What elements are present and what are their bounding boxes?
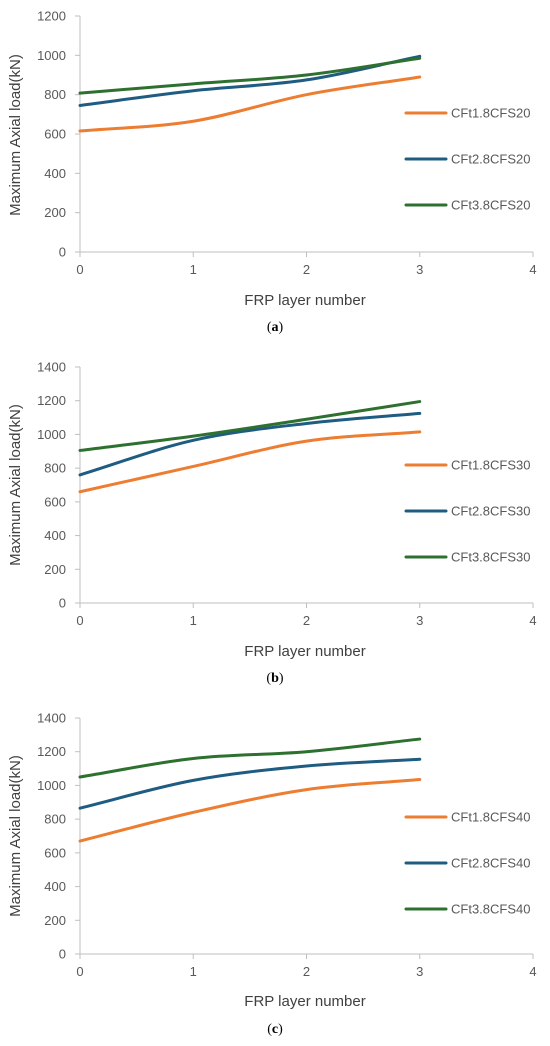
legend-label-2: CFt2.8CFS20 xyxy=(451,152,530,167)
y-tick-label: 800 xyxy=(44,87,66,102)
y-tick-label: 1000 xyxy=(37,48,66,63)
legend-label-3: CFt3.8CFS20 xyxy=(451,198,530,213)
y-tick-label: 400 xyxy=(44,166,66,181)
x-tick-label: 2 xyxy=(303,262,310,277)
x-tick-label: 1 xyxy=(190,964,197,979)
legend-label-1: CFt1.8CFS20 xyxy=(451,106,530,121)
figure-caption: (a) xyxy=(267,320,284,335)
y-tick-label: 0 xyxy=(59,596,66,611)
legend-label-1: CFt1.8CFS30 xyxy=(451,458,530,473)
y-tick-label: 0 xyxy=(59,947,66,962)
series-line-2 xyxy=(78,411,422,477)
legend-label-3: CFt3.8CFS40 xyxy=(451,902,530,917)
series-line-3 xyxy=(78,400,422,452)
series-line-1 xyxy=(78,75,422,133)
x-axis-title: FRP layer number xyxy=(244,993,365,1010)
legend-label-2: CFt2.8CFS40 xyxy=(451,856,530,871)
y-tick-label: 1400 xyxy=(37,711,66,726)
y-tick-label: 400 xyxy=(44,528,66,543)
x-tick-label: 2 xyxy=(303,613,310,628)
chart-b: 0 200 400 600 800 1000 1200 1400 0 1 2 3 4 FRP layer … xyxy=(7,360,537,687)
y-axis-title: Maximum Axial load(kN) xyxy=(7,54,24,216)
x-tick-label: 1 xyxy=(190,613,197,628)
chart-a: 0 200 400 600 800 1000 1200 0 1 2 3 4 FRP layer numb… xyxy=(7,9,537,336)
y-tick-label: 1000 xyxy=(37,427,66,442)
series-line-2 xyxy=(78,757,422,810)
x-axis-title: FRP layer number xyxy=(244,292,365,309)
x-tick-label: 4 xyxy=(529,964,536,979)
y-tick-label: 600 xyxy=(44,494,66,509)
series-line-3 xyxy=(78,737,422,779)
x-tick-label: 1 xyxy=(190,262,197,277)
y-tick-label: 1200 xyxy=(37,393,66,408)
y-tick-label: 800 xyxy=(44,461,66,476)
x-tick-label: 0 xyxy=(76,613,83,628)
x-tick-label: 4 xyxy=(529,262,536,277)
x-tick-label: 0 xyxy=(76,964,83,979)
series-line-3 xyxy=(78,56,422,95)
y-tick-label: 800 xyxy=(44,812,66,827)
series-line-1 xyxy=(78,430,422,494)
legend-label-2: CFt2.8CFS30 xyxy=(451,504,530,519)
figure-caption: (c) xyxy=(267,1022,283,1037)
legend-label-3: CFt3.8CFS30 xyxy=(451,550,530,565)
y-tick-label: 600 xyxy=(44,845,66,860)
y-tick-label: 1200 xyxy=(37,744,66,759)
y-tick-label: 200 xyxy=(44,562,66,577)
legend-label-1: CFt1.8CFS40 xyxy=(451,810,530,825)
y-tick-label: 400 xyxy=(44,879,66,894)
y-tick-label: 600 xyxy=(44,127,66,142)
y-tick-label: 200 xyxy=(44,205,66,220)
series-line-2 xyxy=(78,54,422,107)
figure-caption: (b) xyxy=(266,671,283,686)
y-tick-label: 1200 xyxy=(37,9,66,24)
x-tick-label: 0 xyxy=(76,262,83,277)
x-tick-label: 3 xyxy=(416,262,423,277)
x-tick-label: 3 xyxy=(416,613,423,628)
y-tick-label: 1000 xyxy=(37,778,66,793)
x-tick-label: 4 xyxy=(529,613,536,628)
x-axis-title: FRP layer number xyxy=(244,643,365,660)
y-axis-title: Maximum Axial load(kN) xyxy=(7,755,24,917)
y-tick-label: 0 xyxy=(59,245,66,260)
chart-c: 0 200 400 600 800 1000 1200 1400 0 1 2 3 4 FRP layer … xyxy=(7,711,537,1038)
x-tick-label: 3 xyxy=(416,964,423,979)
x-tick-label: 2 xyxy=(303,964,310,979)
y-axis-title: Maximum Axial load(kN) xyxy=(7,404,24,566)
series-line-1 xyxy=(78,778,422,843)
y-tick-label: 200 xyxy=(44,913,66,928)
y-tick-label: 1400 xyxy=(37,360,66,375)
